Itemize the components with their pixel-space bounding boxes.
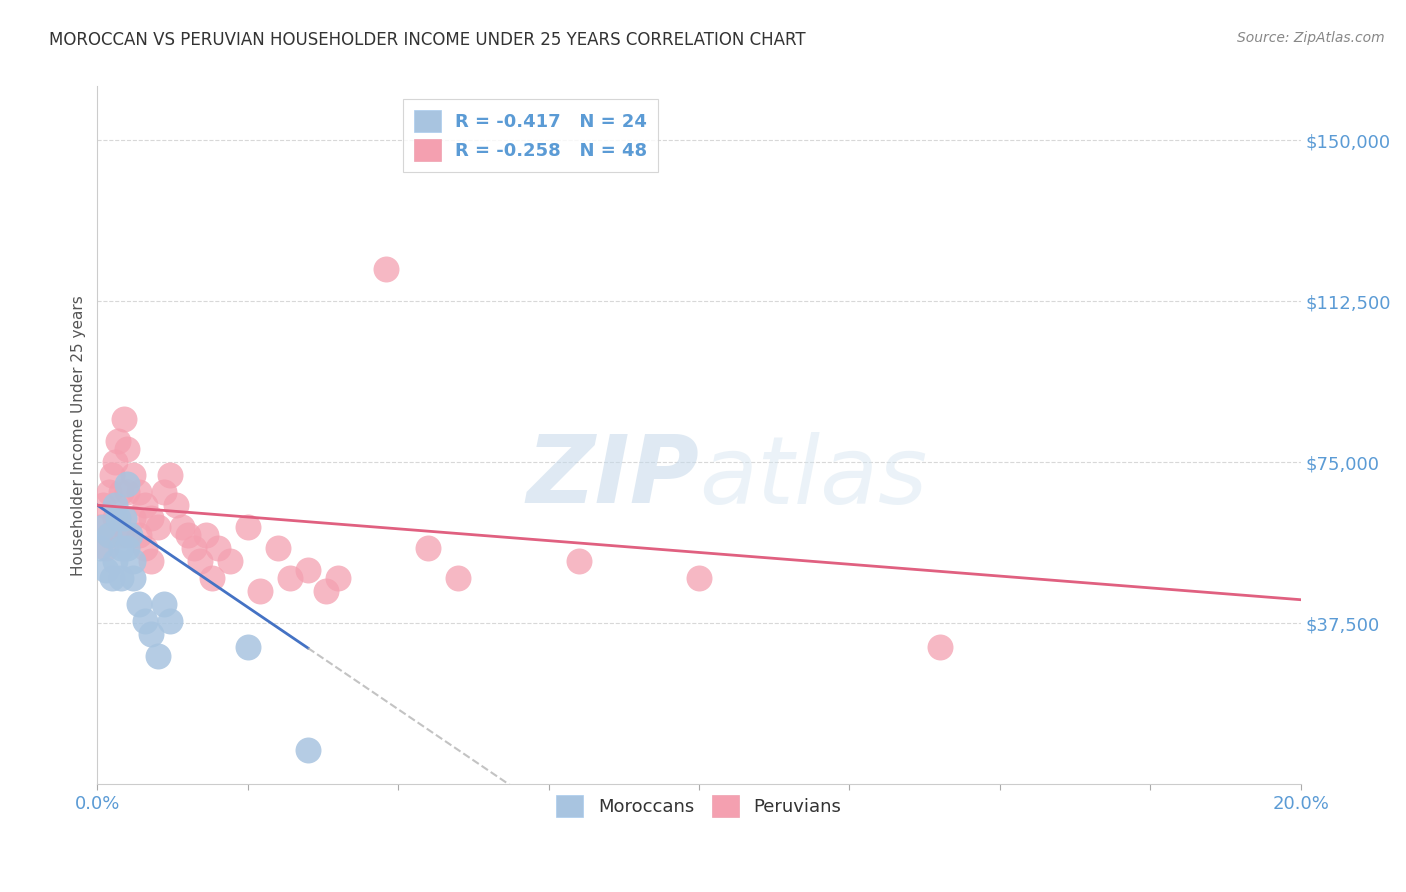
Point bbox=[110, 485, 132, 500]
Point bbox=[104, 498, 127, 512]
Point bbox=[117, 476, 139, 491]
Point bbox=[89, 541, 111, 556]
Point bbox=[122, 571, 145, 585]
Point bbox=[104, 511, 127, 525]
Point bbox=[104, 455, 127, 469]
Point bbox=[568, 554, 591, 568]
Point bbox=[96, 541, 118, 556]
Point bbox=[236, 519, 259, 533]
Point bbox=[122, 511, 145, 525]
Point bbox=[688, 571, 710, 585]
Point bbox=[218, 554, 240, 568]
Point bbox=[98, 485, 121, 500]
Point bbox=[112, 511, 135, 525]
Point bbox=[176, 528, 198, 542]
Point bbox=[170, 519, 193, 533]
Point bbox=[297, 563, 319, 577]
Point bbox=[134, 498, 156, 512]
Point bbox=[112, 412, 135, 426]
Point bbox=[107, 434, 129, 448]
Point bbox=[249, 584, 271, 599]
Text: Source: ZipAtlas.com: Source: ZipAtlas.com bbox=[1237, 31, 1385, 45]
Point bbox=[236, 640, 259, 654]
Point bbox=[120, 528, 142, 542]
Point bbox=[146, 648, 169, 663]
Y-axis label: Householder Income Under 25 years: Householder Income Under 25 years bbox=[72, 295, 86, 575]
Point bbox=[117, 442, 139, 457]
Point bbox=[98, 528, 121, 542]
Point bbox=[146, 519, 169, 533]
Point bbox=[128, 485, 150, 500]
Point bbox=[110, 528, 132, 542]
Point bbox=[98, 528, 121, 542]
Point bbox=[278, 571, 301, 585]
Point bbox=[188, 554, 211, 568]
Point bbox=[928, 640, 950, 654]
Point bbox=[89, 519, 111, 533]
Point bbox=[183, 541, 205, 556]
Point bbox=[107, 511, 129, 525]
Legend: Moroccans, Peruvians: Moroccans, Peruvians bbox=[550, 788, 849, 824]
Point bbox=[141, 511, 163, 525]
Point bbox=[418, 541, 440, 556]
Point bbox=[101, 468, 124, 483]
Point bbox=[159, 468, 181, 483]
Text: ZIP: ZIP bbox=[526, 431, 699, 524]
Point bbox=[134, 614, 156, 628]
Point bbox=[165, 498, 187, 512]
Text: MOROCCAN VS PERUVIAN HOUSEHOLDER INCOME UNDER 25 YEARS CORRELATION CHART: MOROCCAN VS PERUVIAN HOUSEHOLDER INCOME … bbox=[49, 31, 806, 49]
Point bbox=[117, 541, 139, 556]
Point bbox=[207, 541, 229, 556]
Point bbox=[134, 541, 156, 556]
Point bbox=[315, 584, 337, 599]
Text: atlas: atlas bbox=[699, 432, 927, 523]
Point bbox=[375, 261, 398, 276]
Point bbox=[128, 597, 150, 611]
Point bbox=[110, 541, 132, 556]
Point bbox=[152, 597, 174, 611]
Point bbox=[159, 614, 181, 628]
Point bbox=[122, 468, 145, 483]
Point bbox=[326, 571, 349, 585]
Point bbox=[104, 554, 127, 568]
Point bbox=[96, 563, 118, 577]
Point bbox=[194, 528, 217, 542]
Point bbox=[141, 554, 163, 568]
Point bbox=[297, 743, 319, 757]
Point bbox=[141, 627, 163, 641]
Point bbox=[128, 528, 150, 542]
Point bbox=[122, 554, 145, 568]
Point bbox=[447, 571, 470, 585]
Point bbox=[110, 571, 132, 585]
Point bbox=[117, 528, 139, 542]
Point bbox=[201, 571, 224, 585]
Point bbox=[117, 485, 139, 500]
Point bbox=[152, 485, 174, 500]
Point bbox=[93, 498, 115, 512]
Point bbox=[267, 541, 290, 556]
Point bbox=[101, 571, 124, 585]
Point bbox=[93, 519, 115, 533]
